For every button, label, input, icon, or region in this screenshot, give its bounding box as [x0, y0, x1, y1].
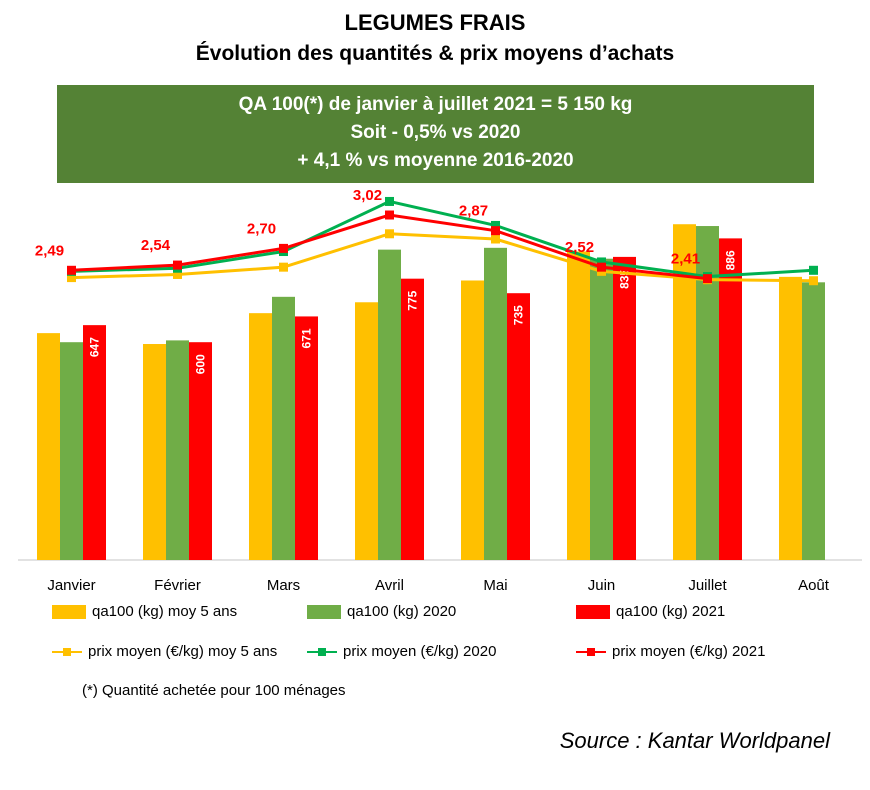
bar-data-label: 647: [88, 337, 102, 357]
bar: [507, 293, 530, 560]
legend-label: qa100 (kg) moy 5 ans: [92, 603, 238, 620]
bar: [461, 280, 484, 560]
legend-item-prix-2020: prix moyen (€/kg) 2020: [307, 643, 496, 660]
bar: [779, 276, 802, 560]
combo-chart: 647 Janvier 600 Février 671 Mars 775 Avril 735 Ma…: [18, 187, 862, 594]
legend-line-marker: [307, 645, 337, 659]
price-marker: [67, 265, 76, 275]
price-marker: [385, 196, 394, 206]
x-tick-label: Juillet: [688, 577, 727, 594]
price-marker: [173, 260, 182, 270]
bar: [696, 226, 719, 560]
bar: [189, 342, 212, 560]
bar: [802, 282, 825, 560]
bar: [401, 278, 424, 560]
legend-item-prix-2021: prix moyen (€/kg) 2021: [576, 643, 765, 660]
legend-swatch: [307, 604, 341, 619]
price-marker: [491, 226, 500, 236]
legend-label: qa100 (kg) 2020: [347, 603, 457, 620]
price-marker: [597, 257, 606, 267]
price-marker: [491, 220, 500, 230]
legend-label: prix moyen (€/kg) 2021: [612, 643, 766, 660]
bar: [719, 238, 742, 560]
price-marker: [385, 229, 394, 239]
price-marker: [279, 243, 288, 253]
price-marker: [279, 262, 288, 272]
banner-line-2: Soit - 0,5% vs 2020: [350, 122, 521, 143]
legend-label: prix moyen (€/kg) moy 5 ans: [88, 643, 278, 660]
bar: [83, 325, 106, 560]
legend-item-prix-moy: prix moyen (€/kg) moy 5 ans: [52, 643, 277, 660]
price-line: [71, 232, 814, 283]
bar-data-label: 886: [724, 250, 738, 270]
legend-label: prix moyen (€/kg) 2020: [343, 643, 497, 660]
bar: [484, 247, 507, 560]
bar: [613, 256, 636, 560]
x-tick-label: Juin: [588, 577, 616, 594]
legend-item-qa-moy: qa100 (kg) moy 5 ans: [52, 603, 237, 620]
price-line: [71, 199, 814, 279]
bar: [249, 313, 272, 560]
legend-line-marker: [576, 645, 606, 659]
price-data-label: 2,49: [35, 242, 64, 259]
source-credit: Source : Kantar Worldpanel: [559, 728, 830, 753]
banner-line-1: QA 100(*) de janvier à juillet 2021 = 5 …: [238, 94, 633, 115]
chart-subtitle: Évolution des quantités & prix moyens d’…: [195, 42, 675, 65]
banner-line-3: + 4,1 % vs moyenne 2016-2020: [297, 150, 574, 171]
price-data-label: 2,54: [141, 237, 171, 254]
price-data-label: 2,70: [247, 220, 276, 237]
footnote: (*) Quantité achetée pour 100 ménages: [82, 682, 346, 699]
price-data-label: 2,52: [565, 239, 594, 256]
price-marker: [385, 210, 394, 220]
legend-item-qa-2021: qa100 (kg) 2021: [576, 603, 725, 620]
price-marker: [703, 274, 712, 284]
bar-data-label: 671: [300, 328, 314, 348]
summary-banner: QA 100(*) de janvier à juillet 2021 = 5 …: [57, 85, 814, 183]
legend-item-qa-2020: qa100 (kg) 2020: [307, 603, 456, 620]
price-marker: [809, 276, 818, 286]
price-marker: [173, 269, 182, 279]
x-tick-label: Février: [154, 577, 201, 594]
bar: [355, 302, 378, 560]
x-tick-label: Mai: [483, 577, 507, 594]
bar: [166, 340, 189, 560]
x-tick-label: Janvier: [47, 577, 95, 594]
bar: [143, 344, 166, 560]
bar-data-label: 735: [512, 305, 526, 325]
legend-swatch: [52, 604, 86, 619]
price-marker: [597, 262, 606, 272]
price-marker: [67, 273, 76, 283]
bar: [378, 249, 401, 560]
price-marker: [491, 234, 500, 244]
bar: [673, 224, 696, 560]
bar: [37, 333, 60, 560]
legend-label: qa100 (kg) 2021: [616, 603, 726, 620]
price-data-label: 3,02: [353, 187, 382, 204]
price-data-label: 2,41: [671, 251, 700, 268]
bar: [295, 316, 318, 560]
bar: [60, 342, 83, 560]
bar-data-label: 600: [194, 354, 208, 374]
bar: [590, 258, 613, 560]
bar: [567, 251, 590, 560]
price-marker: [809, 265, 818, 275]
price-data-label: 2,87: [459, 203, 488, 220]
bar-data-label: 775: [406, 290, 420, 310]
chart-title: LEGUMES FRAIS: [344, 10, 526, 35]
bar: [272, 296, 295, 560]
x-tick-label: Avril: [375, 577, 404, 594]
legend-swatch: [576, 604, 610, 619]
x-tick-label: Mars: [267, 577, 300, 594]
x-tick-label: Août: [798, 577, 830, 594]
legend-line-marker: [52, 645, 82, 659]
